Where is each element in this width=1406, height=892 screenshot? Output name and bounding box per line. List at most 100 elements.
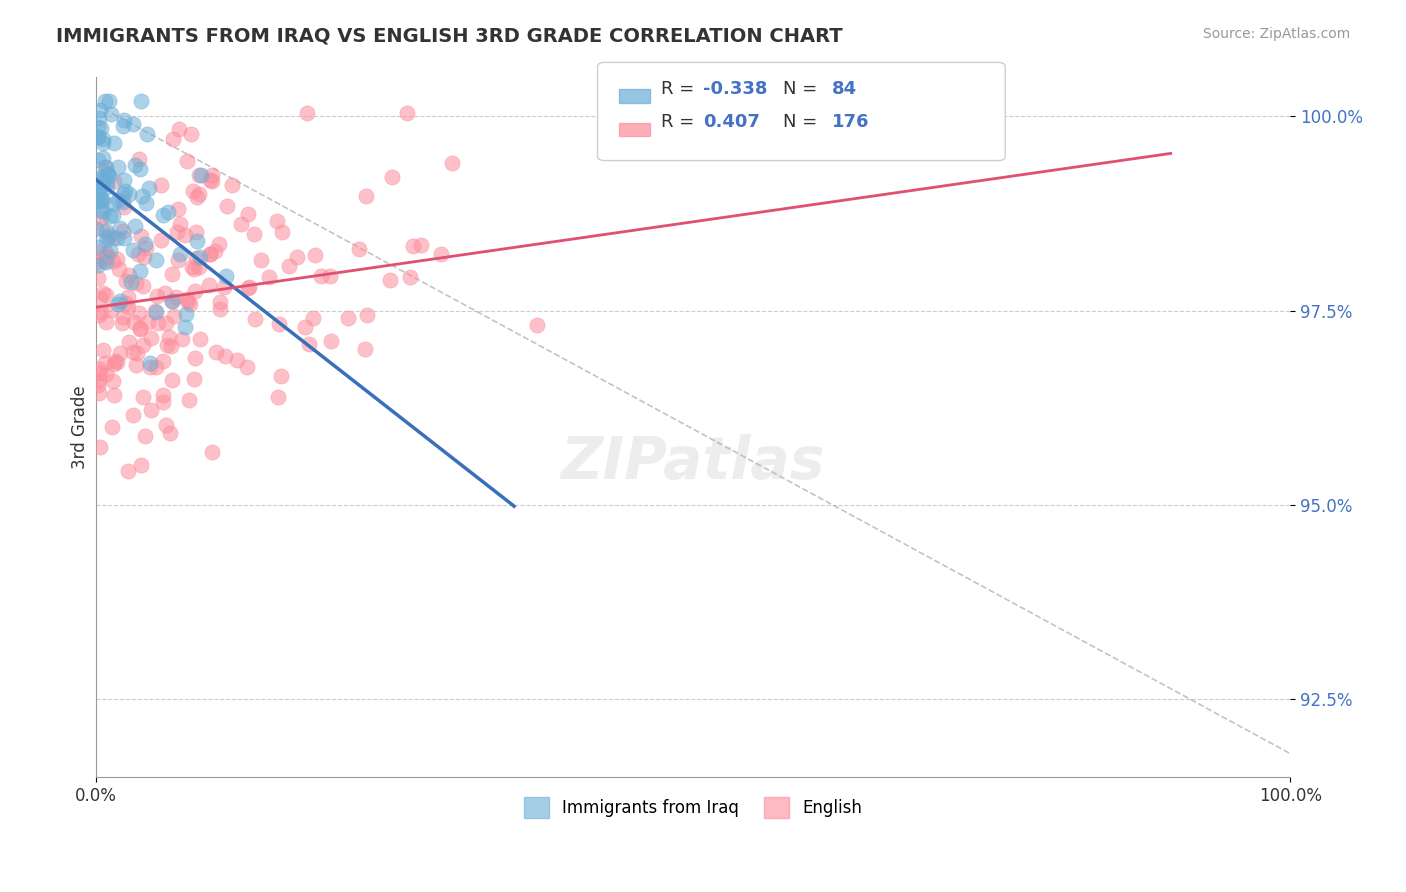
English — [187, 260, 209, 275]
English — [129, 321, 152, 335]
English — [267, 390, 290, 404]
Immigrants from Iraq — [103, 208, 125, 222]
English — [170, 332, 193, 346]
English — [146, 289, 169, 303]
English — [129, 322, 152, 336]
English — [180, 128, 202, 142]
English — [122, 344, 145, 359]
English — [114, 274, 136, 288]
Immigrants from Iraq — [98, 243, 121, 257]
English — [356, 308, 378, 322]
English — [132, 338, 155, 352]
English — [97, 249, 120, 263]
English — [160, 339, 183, 353]
English — [157, 329, 180, 343]
Immigrants from Iraq — [94, 233, 117, 247]
English — [236, 360, 259, 375]
English — [156, 338, 179, 352]
English — [87, 308, 110, 322]
Immigrants from Iraq — [120, 276, 142, 290]
Immigrants from Iraq — [97, 167, 120, 181]
English — [243, 312, 266, 326]
Immigrants from Iraq — [105, 231, 128, 245]
English — [115, 295, 138, 310]
English — [205, 344, 228, 359]
English — [270, 369, 292, 384]
Immigrants from Iraq — [96, 179, 118, 194]
English — [125, 276, 148, 290]
English — [89, 291, 111, 305]
English — [225, 353, 247, 368]
Immigrants from Iraq — [134, 195, 156, 210]
English — [208, 294, 231, 309]
Immigrants from Iraq — [91, 171, 114, 186]
Immigrants from Iraq — [89, 186, 111, 201]
English — [98, 227, 121, 242]
English — [155, 316, 177, 330]
English — [87, 386, 110, 401]
Immigrants from Iraq — [131, 189, 153, 203]
English — [186, 251, 208, 265]
English — [250, 253, 273, 268]
English — [179, 392, 201, 407]
English — [122, 315, 145, 329]
Immigrants from Iraq — [103, 136, 125, 150]
Immigrants from Iraq — [174, 320, 197, 334]
Immigrants from Iraq — [107, 193, 129, 207]
Text: N =: N = — [783, 80, 823, 98]
English — [295, 106, 318, 120]
Immigrants from Iraq — [96, 166, 118, 180]
English — [132, 390, 155, 404]
Immigrants from Iraq — [86, 221, 108, 235]
English — [134, 429, 156, 443]
English — [311, 268, 333, 283]
Immigrants from Iraq — [186, 234, 208, 248]
English — [200, 247, 222, 261]
English — [266, 214, 288, 228]
English — [285, 250, 308, 264]
Immigrants from Iraq — [90, 203, 112, 218]
Immigrants from Iraq — [91, 205, 114, 219]
English — [111, 310, 134, 324]
Immigrants from Iraq — [87, 130, 110, 145]
English — [217, 199, 239, 213]
English — [105, 252, 128, 266]
English — [243, 227, 266, 242]
Immigrants from Iraq — [87, 240, 110, 254]
English — [183, 261, 205, 276]
English — [186, 190, 208, 204]
Immigrants from Iraq — [86, 181, 108, 195]
English — [105, 355, 128, 369]
Immigrants from Iraq — [90, 169, 112, 184]
English — [174, 227, 197, 242]
English — [188, 168, 211, 182]
Immigrants from Iraq — [124, 219, 146, 234]
Immigrants from Iraq — [96, 175, 118, 189]
English — [201, 168, 224, 182]
English — [204, 244, 226, 258]
Immigrants from Iraq — [124, 158, 146, 172]
English — [186, 225, 208, 239]
Immigrants from Iraq — [98, 169, 121, 184]
English — [184, 284, 207, 298]
English — [181, 185, 204, 199]
English — [112, 224, 135, 238]
English — [153, 286, 176, 301]
English — [101, 420, 124, 434]
English — [89, 440, 111, 454]
Immigrants from Iraq — [108, 294, 131, 309]
English — [100, 302, 122, 317]
English — [86, 271, 108, 285]
Immigrants from Iraq — [114, 184, 136, 198]
English — [160, 294, 183, 309]
English — [229, 217, 252, 231]
English — [155, 417, 177, 432]
English — [208, 301, 231, 316]
Legend: Immigrants from Iraq, English: Immigrants from Iraq, English — [517, 791, 869, 824]
English — [176, 292, 198, 306]
Immigrants from Iraq — [162, 294, 184, 309]
Text: R =: R = — [661, 113, 700, 131]
English — [298, 336, 321, 351]
Immigrants from Iraq — [91, 151, 114, 165]
English — [149, 178, 172, 192]
